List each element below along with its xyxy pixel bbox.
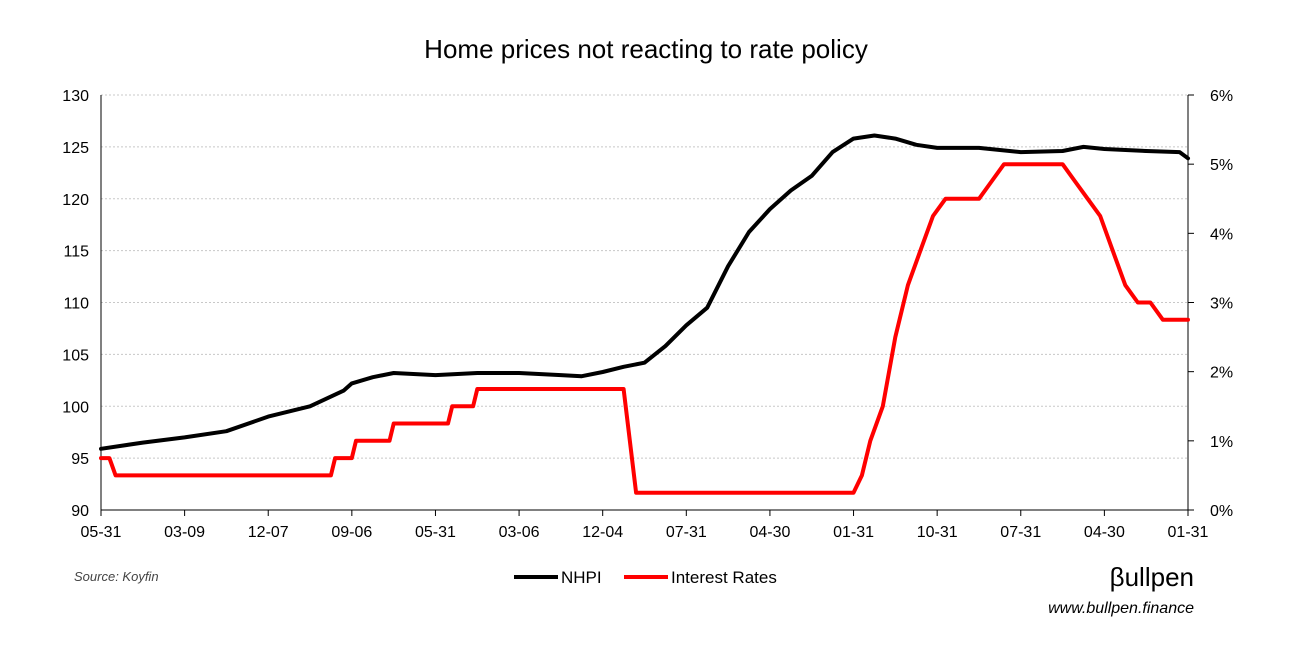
y-left-tick-label: 95 xyxy=(71,451,89,468)
x-tick-label: 03-09 xyxy=(164,524,205,541)
series-line-nhpi xyxy=(99,133,1190,451)
x-tick-label: 04-30 xyxy=(749,524,790,541)
brand-logo: βullpen xyxy=(1110,562,1194,592)
x-tick-label: 10-31 xyxy=(917,524,958,541)
x-tick-label: 04-30 xyxy=(1084,524,1125,541)
y-left-tick-label: 115 xyxy=(63,244,89,261)
y-left-tick-label: 130 xyxy=(62,88,89,105)
x-tick-label: 07-31 xyxy=(666,524,707,541)
y-right-tick-label: 5% xyxy=(1210,157,1233,174)
x-tick-label: 01-31 xyxy=(1168,524,1209,541)
y-right-tick-label: 1% xyxy=(1210,434,1233,451)
x-tick-label: 05-31 xyxy=(415,524,456,541)
y-left-tick-label: 120 xyxy=(62,192,89,209)
axes: 90 95 100 105 110 115 120 125 130 0% 1% 2% 3% 4% 5% 6% 0… xyxy=(62,88,1233,541)
series-line-interest-rates xyxy=(99,162,1190,495)
x-tick-label: 07-31 xyxy=(1000,524,1041,541)
brand-url: www.bullpen.finance xyxy=(1048,600,1194,617)
x-tick-label: 03-06 xyxy=(499,524,540,541)
y-left-tick-label: 100 xyxy=(62,399,89,416)
y-right-tick-label: 0% xyxy=(1210,503,1233,520)
y-right-tick-label: 4% xyxy=(1210,226,1233,243)
y-left-tick-label: 90 xyxy=(71,503,89,520)
x-tick-label: 05-31 xyxy=(81,524,122,541)
x-tick-label: 09-06 xyxy=(331,524,372,541)
y-right-tick-label: 3% xyxy=(1210,296,1233,313)
source-note: Source: Koyfin xyxy=(74,569,159,584)
y-right-tick-label: 2% xyxy=(1210,365,1233,382)
legend-label-nhpi: NHPI xyxy=(561,568,602,587)
gridlines xyxy=(101,94,1188,459)
x-tick-label: 01-31 xyxy=(833,524,874,541)
x-tick-label: 12-07 xyxy=(248,524,289,541)
y-left-tick-label: 105 xyxy=(62,347,89,364)
legend-label-interest-rates: Interest Rates xyxy=(671,568,777,587)
x-tick-label: 12-04 xyxy=(582,524,623,541)
chart-title: Home prices not reacting to rate policy xyxy=(424,34,868,64)
y-right-tick-label: 6% xyxy=(1210,88,1233,105)
y-left-tick-label: 125 xyxy=(62,140,89,157)
y-left-tick-label: 110 xyxy=(63,296,89,313)
series-lines xyxy=(99,133,1190,495)
legend: NHPI Interest Rates xyxy=(514,568,777,587)
